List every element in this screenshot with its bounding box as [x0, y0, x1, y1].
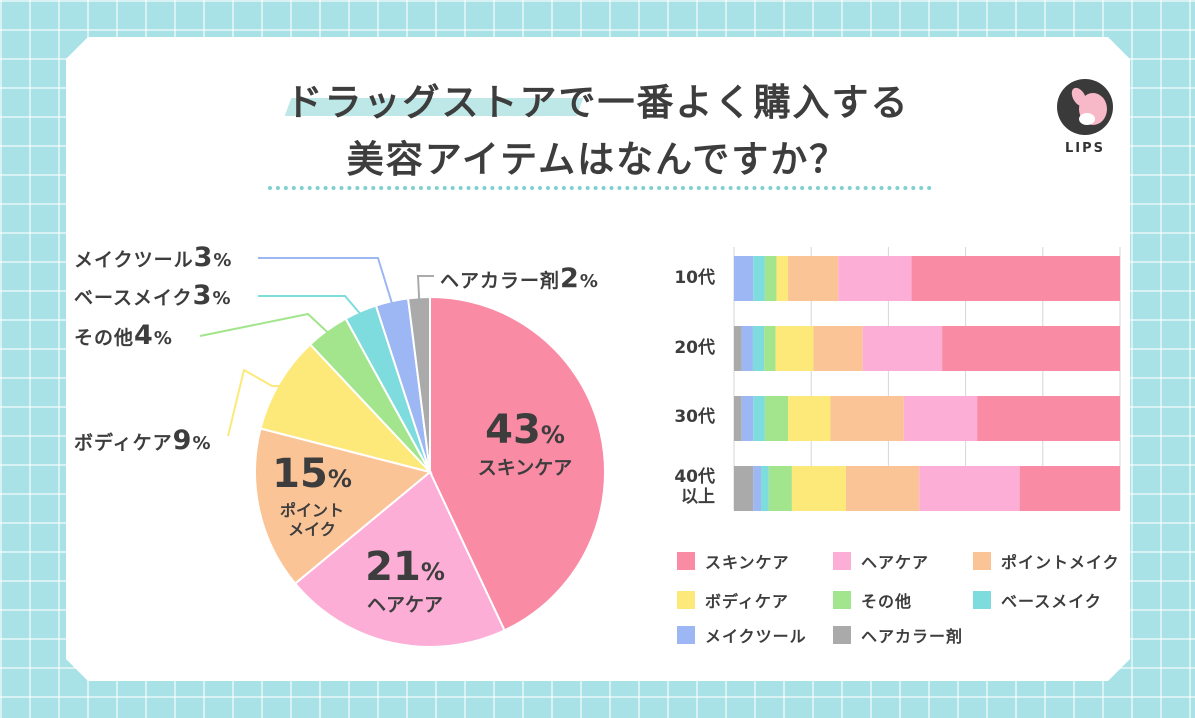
bar-segment-other	[768, 466, 792, 511]
bar-segment-bodycare	[791, 466, 846, 511]
pie-label-haircolor: ヘアカラー剤2%	[440, 263, 599, 294]
pie-chart	[254, 295, 606, 648]
legend-swatch	[677, 626, 695, 644]
pie-label-bodycare: ボディケア9%	[74, 425, 212, 456]
bar-segment-skincare	[1019, 466, 1120, 511]
bar-segment-pointmake	[845, 466, 920, 511]
bar-segment-haircolor	[734, 326, 742, 371]
legend-swatch	[677, 552, 695, 570]
bar-segment-other	[764, 256, 777, 301]
bar-segment-haircolor	[734, 466, 754, 511]
leader-line-bodycare	[227, 368, 285, 437]
bar-segment-haircolor	[734, 396, 742, 441]
leader-line-haircolor	[416, 275, 434, 304]
pie-slice-bodycare	[259, 343, 434, 474]
legend-item-other: その他	[833, 588, 912, 612]
bar-segment-haircare	[903, 396, 978, 441]
bar-segment-haircare	[838, 256, 912, 301]
legend-swatch	[833, 591, 851, 609]
legend-item-haircolor: ヘアカラー剤	[833, 623, 963, 647]
pie-slice-pointmake	[254, 427, 433, 585]
pie-leader-lines	[199, 257, 434, 437]
bar-segment-haircare	[919, 466, 1020, 511]
pie-label-haircare: 21% ヘアケア	[365, 544, 445, 616]
bar-segment-basemake	[761, 466, 769, 511]
legend-swatch	[833, 552, 851, 570]
bar-segment-pointmake	[788, 256, 839, 301]
bar-segment-maketool	[753, 466, 762, 511]
pie-slice-haircare	[293, 470, 506, 648]
legend-item-basemake: ベースメイク	[973, 588, 1102, 612]
pie-label-maketool: メイクツール3%	[74, 242, 233, 273]
bar-row-label-10s: 10代	[674, 268, 715, 288]
leader-line-basemake	[258, 295, 364, 318]
bar-segment-maketool	[741, 396, 754, 441]
pie-label-basemake: ベースメイク3%	[74, 280, 232, 311]
bar-segment-maketool	[741, 326, 753, 371]
legend-swatch	[973, 552, 991, 570]
legend-item-skincare: スキンケア	[677, 549, 790, 573]
legend-swatch	[973, 591, 991, 609]
legend-item-maketool: メイクツール	[677, 623, 807, 647]
legend-swatch	[833, 626, 851, 644]
legend-swatch	[677, 591, 695, 609]
bar-segment-other	[764, 396, 789, 441]
bar-row-label-40s-plus: 40代 以上	[674, 467, 715, 507]
legend-item-bodycare: ボディケア	[677, 588, 789, 612]
logo-text: LIPS	[1064, 141, 1105, 156]
bar-segment-pointmake	[813, 326, 863, 371]
leader-line-other	[199, 312, 332, 337]
lips-logo-icon	[1057, 79, 1113, 135]
stacked-bar-chart	[733, 247, 1121, 511]
bar-row-label-30s: 30代	[674, 407, 715, 427]
pie-label-other: その他4%	[74, 320, 173, 351]
bar-segment-other	[764, 326, 776, 371]
dotted-divider	[268, 186, 932, 190]
legend-item-haircare: ヘアケア	[833, 549, 929, 573]
bar-segment-maketool	[734, 256, 754, 301]
leader-line-maketool	[258, 257, 395, 308]
bar-segment-skincare	[977, 396, 1120, 441]
pie-slice-skincare	[429, 295, 606, 632]
bar-segment-skincare	[911, 256, 1120, 301]
pie-label-pointmake: 15% ポイント メイク	[272, 451, 352, 539]
bar-segment-haircare	[862, 326, 943, 371]
bar-row-label-20s: 20代	[674, 338, 715, 358]
legend-item-pointmake: ポイントメイク	[973, 549, 1120, 573]
bar-segment-bodycare	[788, 396, 831, 441]
bar-segment-bodycare	[776, 256, 789, 301]
bar-segment-basemake	[752, 326, 765, 371]
bar-segment-pointmake	[830, 396, 904, 441]
bar-segment-basemake	[753, 396, 765, 441]
bar-segment-basemake	[753, 256, 765, 301]
pie-label-skincare: 43% スキンケア	[477, 407, 573, 479]
bar-segment-bodycare	[775, 326, 814, 371]
bar-segment-skincare	[942, 326, 1120, 371]
page-title-line2: 美容アイテムはなんですか？	[346, 138, 849, 181]
page-title-line1: ドラッグストアで一番よく購入する	[285, 81, 910, 124]
